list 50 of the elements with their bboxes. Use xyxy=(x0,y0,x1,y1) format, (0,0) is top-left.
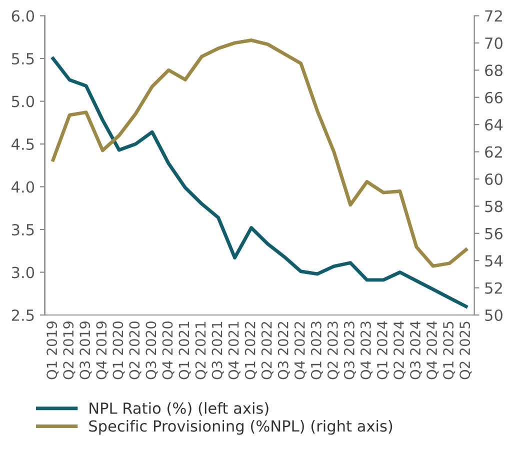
y2-tick-label: 72 xyxy=(485,10,502,22)
legend-label: Specific Provisioning (%NPL) (right axis) xyxy=(89,420,392,435)
y2-tick-label: 58 xyxy=(485,200,502,212)
x-tick-label: Q3 2022 xyxy=(278,322,290,380)
y-tick-label: 5.5 xyxy=(12,53,34,65)
y2-tick-label: 64 xyxy=(485,119,503,131)
x-tick-label: Q3 2024 xyxy=(410,321,422,380)
y2-tick-label: 62 xyxy=(485,146,502,158)
y-tick-label: 6.0 xyxy=(12,10,34,22)
x-tick-label: Q4 2022 xyxy=(294,322,306,380)
y2-tick-label: 70 xyxy=(485,37,502,49)
y2-tick-label: 56 xyxy=(485,228,502,240)
x-tick-label: Q1 2019 xyxy=(46,322,59,380)
y-tick-label: 2.5 xyxy=(12,309,34,322)
x-tick-label: Q3 2019 xyxy=(80,322,92,380)
x-tick-label: Q4 2019 xyxy=(96,322,108,380)
x-tick-label: Q3 2020 xyxy=(146,321,158,380)
x-tick-label: Q2 2025 xyxy=(460,322,472,380)
y-tick-label: 4.0 xyxy=(12,181,34,193)
x-tick-label: Q4 2024 xyxy=(426,321,439,380)
x-tick-label: Q4 2021 xyxy=(228,322,240,380)
x-tick-label: Q2 2019 xyxy=(63,322,76,380)
y2-tick-label: 50 xyxy=(485,309,502,322)
line-series xyxy=(51,38,468,268)
y2-tick-label: 60 xyxy=(485,173,502,185)
x-tick-label: Q2 2022 xyxy=(261,322,274,380)
x-tick-label: Q2 2021 xyxy=(195,322,208,380)
x-tick-label: Q3 2021 xyxy=(212,322,224,380)
y2-tick-label: 66 xyxy=(485,92,502,104)
x-tick-label: Q4 2023 xyxy=(360,322,373,380)
x-tick-label: Q1 2024 xyxy=(376,321,390,380)
line-series xyxy=(51,56,468,308)
x-tick-label: Q2 2023 xyxy=(327,322,340,380)
x-tick-label: Q1 2023 xyxy=(310,322,323,380)
x-tick-label: Q2 2020 xyxy=(129,321,142,380)
x-tick-label: Q2 2024 xyxy=(393,321,406,380)
y-tick-label: 4.5 xyxy=(12,138,34,150)
x-tick-label: Q1 2022 xyxy=(244,322,257,380)
y-tick-label: 3.0 xyxy=(12,266,34,278)
y2-tick-label: 68 xyxy=(485,64,502,76)
x-tick-label: Q3 2023 xyxy=(344,322,356,380)
y-tick-label: 3.5 xyxy=(12,224,34,236)
x-tick-label: Q1 2021 xyxy=(178,322,191,380)
x-tick-label: Q4 2020 xyxy=(162,321,174,380)
y2-tick-label: 52 xyxy=(485,282,502,294)
x-tick-label: Q1 2020 xyxy=(112,321,125,380)
legend-label: NPL Ratio (%) (left axis) xyxy=(90,402,268,416)
y2-tick-label: 54 xyxy=(485,255,503,267)
x-tick-label: Q1 2025 xyxy=(443,322,456,380)
y-tick-label: 5.0 xyxy=(12,96,34,108)
